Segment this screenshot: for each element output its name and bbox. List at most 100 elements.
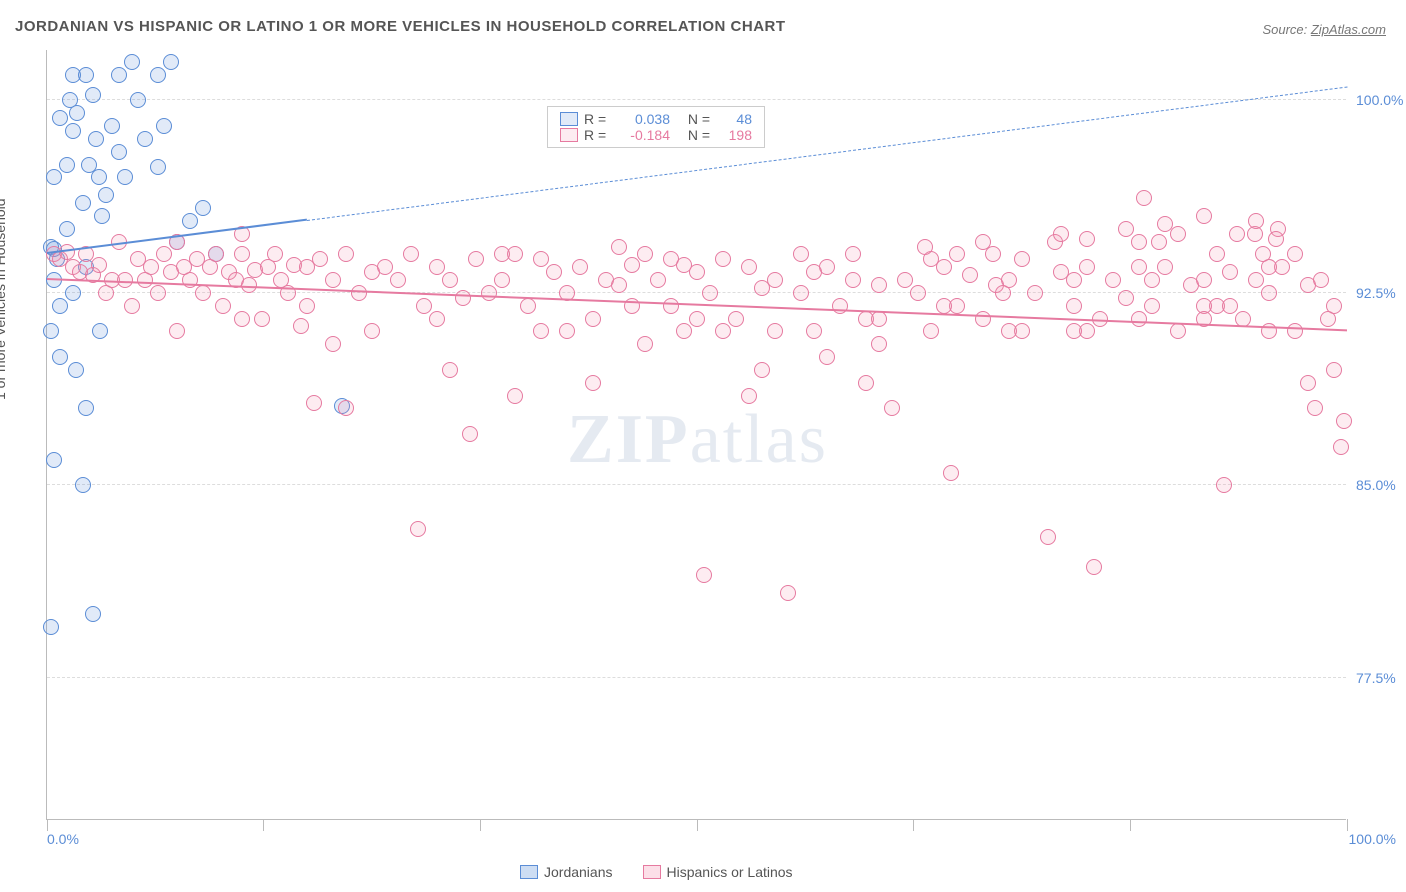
x-tick [1130,819,1131,831]
data-point [215,298,231,314]
data-point [858,375,874,391]
chart-title: JORDANIAN VS HISPANIC OR LATINO 1 OR MOR… [15,18,786,35]
data-point [1261,259,1277,275]
data-point [1287,246,1303,262]
data-point [1313,272,1329,288]
watermark-bold: ZIP [567,401,690,478]
data-point [46,169,62,185]
data-point [1287,323,1303,339]
data-point [195,285,211,301]
data-point [611,277,627,293]
data-point [1268,231,1284,247]
data-point [124,54,140,70]
data-point [1118,290,1134,306]
data-point [985,246,1001,262]
legend-item: Jordanians [520,864,613,880]
data-point [75,477,91,493]
data-point [75,195,91,211]
data-point [68,362,84,378]
data-point [410,521,426,537]
data-point [254,311,270,327]
source-prefix: Source: [1262,22,1310,37]
r-label: R = [584,111,610,127]
data-point [169,323,185,339]
data-point [1170,323,1186,339]
data-point [92,323,108,339]
data-point [819,349,835,365]
data-point [1222,264,1238,280]
data-point [299,298,315,314]
data-point [767,272,783,288]
data-point [1086,559,1102,575]
data-point [923,323,939,339]
data-point [793,285,809,301]
data-point [78,400,94,416]
data-point [234,246,250,262]
data-point [1066,298,1082,314]
data-point [94,208,110,224]
data-point [793,246,809,262]
data-point [546,264,562,280]
data-point [462,426,478,442]
legend-item: Hispanics or Latinos [643,864,793,880]
data-point [481,285,497,301]
data-point [585,311,601,327]
data-point [806,323,822,339]
data-point [1131,311,1147,327]
data-point [43,619,59,635]
data-point [975,311,991,327]
data-point [871,277,887,293]
data-point [150,67,166,83]
data-point [676,257,692,273]
source-link[interactable]: ZipAtlas.com [1311,22,1386,37]
data-point [293,318,309,334]
data-point [442,362,458,378]
data-point [611,239,627,255]
data-point [1209,246,1225,262]
data-point [650,272,666,288]
data-point [43,323,59,339]
data-point [52,298,68,314]
data-point [1105,272,1121,288]
legend-label: Hispanics or Latinos [667,864,793,880]
data-point [442,272,458,288]
gridline [47,677,1346,678]
scatter-chart: ZIPatlas R =0.038N =48R =-0.184N =198 77… [46,50,1346,820]
data-point [936,298,952,314]
data-point [1196,272,1212,288]
data-point [754,362,770,378]
data-point [65,285,81,301]
data-point [715,251,731,267]
data-point [494,272,510,288]
data-point [1320,311,1336,327]
x-tick [1347,819,1348,831]
data-point [715,323,731,339]
data-point [325,336,341,352]
data-point [676,323,692,339]
data-point [585,375,601,391]
data-point [312,251,328,267]
data-point [1229,226,1245,242]
r-value: 0.038 [616,111,670,127]
data-point [85,87,101,103]
data-point [1027,285,1043,301]
gridline [47,99,1346,100]
data-point [962,267,978,283]
data-point [1336,413,1352,429]
data-point [1157,259,1173,275]
data-point [1079,231,1095,247]
data-point [69,105,85,121]
data-point [1300,375,1316,391]
data-point [533,251,549,267]
r-value: -0.184 [616,127,670,143]
data-point [455,290,471,306]
data-point [1131,259,1147,275]
data-point [1151,234,1167,250]
legend-swatch [560,112,578,126]
data-point [1079,259,1095,275]
data-point [995,285,1011,301]
data-point [403,246,419,262]
data-point [267,246,283,262]
data-point [884,400,900,416]
data-point [917,239,933,255]
